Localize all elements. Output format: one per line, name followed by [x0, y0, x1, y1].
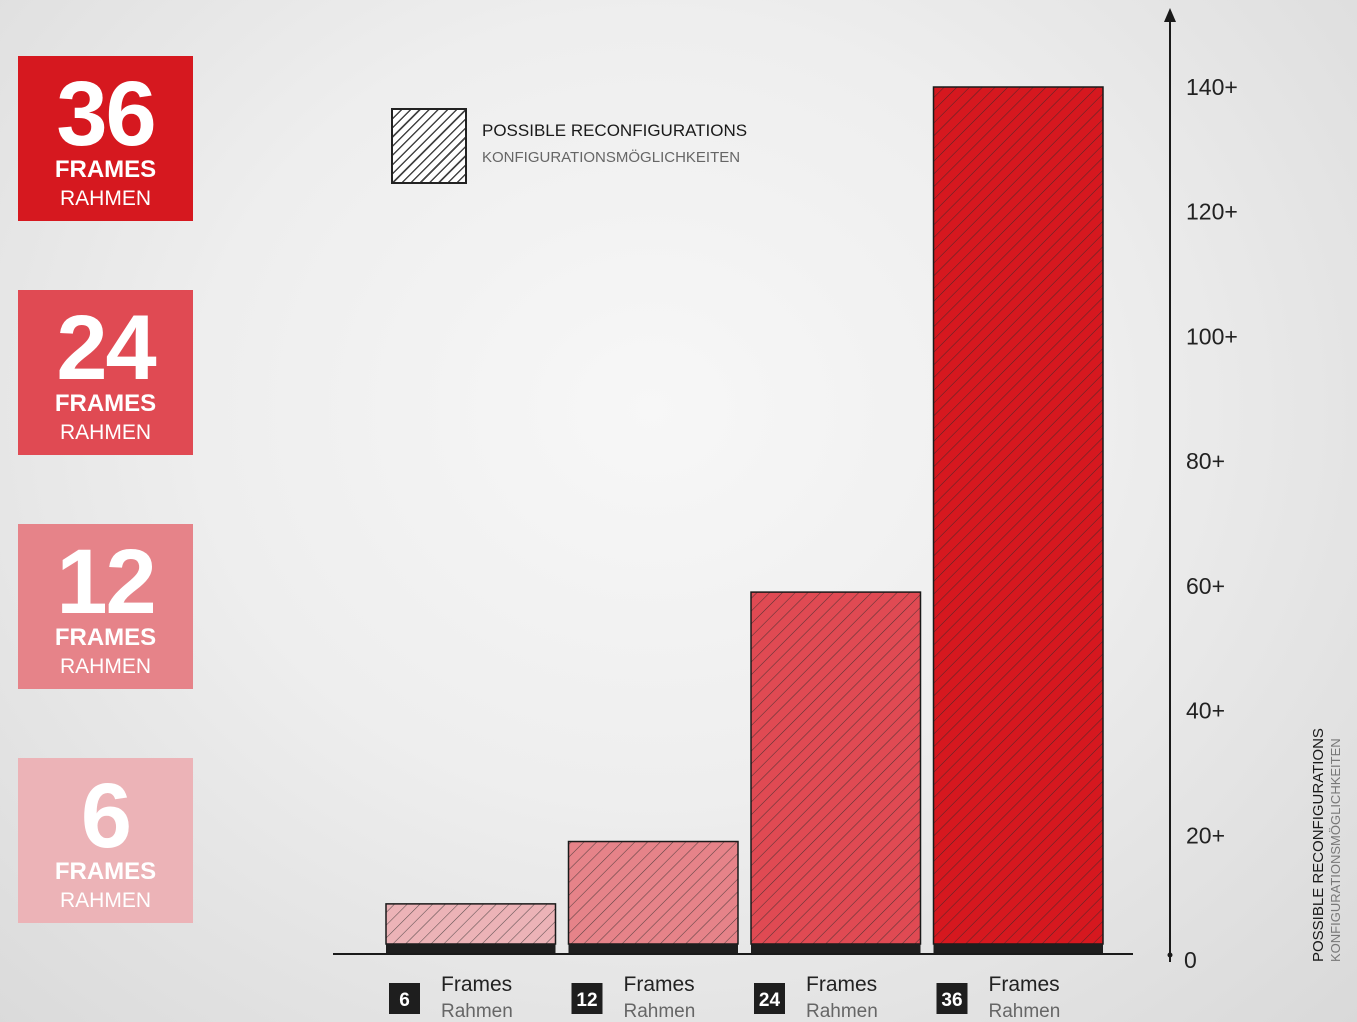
x-badge-36	[936, 983, 968, 1014]
x-category-subword: Rahmen	[806, 1001, 878, 1022]
x-category-subword: Rahmen	[989, 1001, 1061, 1022]
tile-frames-label: FRAMES	[54, 624, 157, 651]
x-category-word: Frames	[624, 973, 695, 996]
tile-number: 36	[56, 63, 156, 165]
bar-base-36	[933, 944, 1103, 954]
bar-6-frames	[385, 903, 557, 945]
tile-number: 6	[80, 765, 132, 867]
x-category-subword: Rahmen	[624, 1001, 696, 1022]
x-category-word: Frames	[441, 973, 512, 996]
bar-36-frames	[932, 86, 1104, 945]
x-badge-24	[754, 983, 785, 1014]
tile-frames-label: FRAMES	[54, 390, 157, 417]
y-tick-label: 140+	[1186, 74, 1238, 100]
tile-frames-label: FRAMES	[54, 858, 157, 885]
tile-frames-label: FRAMES	[54, 156, 157, 183]
tile-12-frames: 12 FRAMES RAHMEN	[18, 524, 193, 689]
x-tick-label: 12	[576, 990, 597, 1011]
tile-rahmen-label: RAHMEN	[59, 655, 151, 678]
x-tick-label: 24	[759, 990, 781, 1011]
tile-rahmen-label: RAHMEN	[59, 889, 151, 912]
y-tick-label: 60+	[1186, 573, 1225, 599]
y-tick-label: 20+	[1186, 822, 1225, 848]
x-badge-12	[571, 983, 603, 1014]
bar-base-12	[568, 944, 738, 954]
tile-36-frames: 36 FRAMES RAHMEN	[18, 56, 193, 221]
y-tick-label: 80+	[1186, 448, 1225, 474]
legend-title: POSSIBLE RECONFIGURATIONS	[482, 121, 748, 140]
tile-rahmen-label: RAHMEN	[59, 421, 151, 444]
y-axis-origin-dot	[1167, 952, 1173, 958]
y-tick-label: 100+	[1186, 323, 1238, 349]
x-category-word: Frames	[989, 973, 1060, 996]
x-badge-6	[389, 983, 420, 1014]
bar-24-frames	[750, 591, 922, 945]
x-tick-label: 36	[941, 990, 962, 1011]
y-tick-label: 40+	[1186, 698, 1225, 724]
y-tick-label: 0	[1184, 947, 1197, 973]
y-tick-label: 120+	[1186, 199, 1238, 225]
x-tick-label: 6	[399, 990, 410, 1011]
y-axis-title-sub: KONFIGURATIONSMÖGLICHKEITEN	[1328, 738, 1343, 962]
bar-12-frames	[567, 840, 739, 945]
x-category-subword: Rahmen	[441, 1001, 513, 1022]
legend-subtitle: KONFIGURATIONSMÖGLICHKEITEN	[482, 149, 741, 166]
tile-number: 24	[56, 297, 156, 399]
tile-24-frames: 24 FRAMES RAHMEN	[18, 290, 193, 455]
bar-base-6	[386, 944, 556, 954]
y-axis-title-main: POSSIBLE RECONFIGURATIONS	[1310, 728, 1327, 962]
tile-6-frames: 6 FRAMES RAHMEN	[18, 758, 193, 923]
x-category-word: Frames	[806, 973, 877, 996]
y-axis-title: POSSIBLE RECONFIGURATIONS KONFIGURATIONS…	[1310, 662, 1344, 962]
tile-number: 12	[56, 531, 156, 633]
legend-swatch	[391, 108, 467, 184]
bar-base-24	[751, 944, 921, 954]
y-axis-arrow-icon	[1164, 8, 1176, 22]
tile-rahmen-label: RAHMEN	[59, 187, 151, 210]
